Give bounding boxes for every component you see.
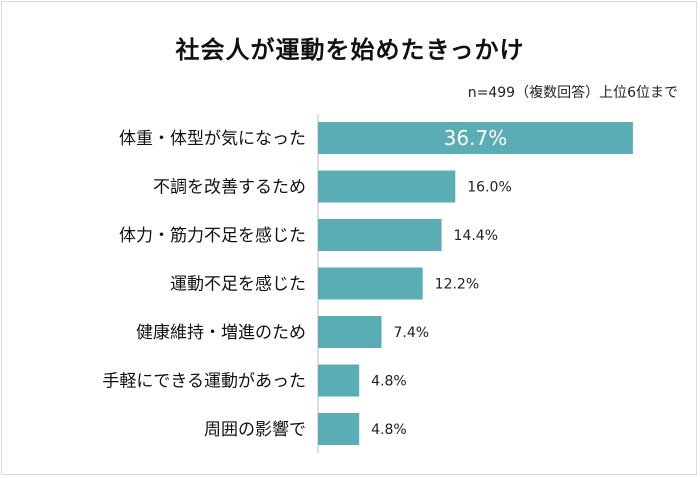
value-label-4: 7.4% — [393, 325, 429, 341]
category-label-1: 不調を改善するため — [153, 178, 306, 198]
value-label-3: 12.2% — [435, 277, 479, 293]
bar-0 — [318, 122, 633, 154]
bar-5 — [318, 364, 360, 397]
value-label-6: 4.8% — [371, 422, 407, 438]
value-label-5: 4.8% — [371, 374, 407, 390]
category-label-5: 手軽にできる運動があった — [102, 372, 306, 392]
category-label-3: 運動不足を感じた — [170, 275, 306, 295]
sample-note: n=499（複数回答）上位6位まで — [467, 85, 678, 101]
bar-6 — [318, 413, 360, 445]
category-label-4: 健康維持・増進のため — [136, 323, 306, 343]
bar-1 — [318, 170, 456, 203]
value-label-2: 14.4% — [454, 228, 498, 244]
category-label-2: 体力・筋力不足を感じた — [119, 226, 306, 246]
bar-2 — [318, 219, 442, 251]
chart-title: 社会人が運動を始めたきっかけ — [175, 36, 525, 64]
category-label-0: 体重・体型が気になった — [119, 129, 306, 149]
bar-3 — [318, 267, 423, 300]
bar-4 — [318, 316, 382, 348]
value-label-1: 16.0% — [467, 180, 511, 196]
value-label-0: 36.7% — [444, 126, 508, 150]
category-label-6: 周囲の影響で — [204, 420, 306, 440]
